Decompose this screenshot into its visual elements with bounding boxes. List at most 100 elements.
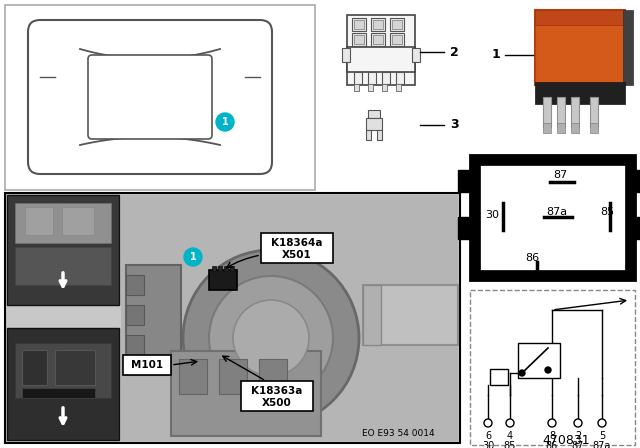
Bar [557,97,565,127]
Circle shape [209,276,333,400]
Text: X501: X501 [282,250,312,260]
Bar [224,266,228,271]
Bar [368,110,380,118]
Bar [366,118,382,130]
Circle shape [233,300,309,376]
Bar [390,33,404,46]
Text: 3: 3 [450,119,459,132]
Bar [22,350,47,385]
Bar [15,247,111,285]
Circle shape [548,419,556,427]
Bar [392,35,402,44]
Bar [259,359,287,394]
Bar [371,18,385,31]
Bar [470,290,635,445]
Bar [490,369,508,385]
Bar [354,20,364,29]
Bar [382,84,387,91]
Bar [121,195,458,441]
Bar [571,97,579,127]
Text: M101: M101 [131,360,163,370]
Bar [15,203,111,243]
Bar [347,15,415,85]
Text: 30: 30 [485,210,499,220]
FancyBboxPatch shape [28,20,272,174]
Text: 470831: 470831 [542,434,590,447]
Bar [352,33,366,46]
Circle shape [216,113,234,131]
Text: 30: 30 [482,441,494,448]
Bar [212,266,216,271]
Circle shape [484,419,492,427]
Text: 8: 8 [549,431,555,441]
Bar [458,170,471,192]
Text: 86: 86 [525,253,539,263]
Bar [368,84,373,91]
Text: 2: 2 [575,431,581,441]
Circle shape [545,367,551,373]
Text: K18363a: K18363a [252,386,303,396]
Bar [230,266,234,271]
Circle shape [574,419,582,427]
Bar [347,47,415,72]
Bar [209,270,237,290]
Bar [7,195,119,305]
Bar [5,5,315,190]
Bar [371,33,385,46]
Bar [342,48,350,62]
Circle shape [183,250,359,426]
Bar [7,328,119,440]
Bar [363,285,458,345]
Bar [557,123,565,133]
Bar [392,20,402,29]
Bar [635,170,640,192]
Circle shape [506,419,514,427]
Bar [5,193,460,443]
Circle shape [519,370,525,376]
Text: 87a: 87a [547,207,568,217]
Text: 87: 87 [553,170,567,180]
Bar [22,388,95,398]
Text: 1: 1 [189,252,196,262]
Bar [261,233,333,263]
Bar [377,130,382,140]
Bar [354,72,362,84]
Bar [126,265,181,375]
Bar [412,48,420,62]
Bar [15,343,111,398]
Text: 1: 1 [221,117,228,127]
Bar [543,123,551,133]
Bar [543,97,551,127]
Bar [535,10,625,25]
Text: 2: 2 [450,46,459,59]
Text: 4: 4 [507,431,513,441]
Bar [373,35,383,44]
Text: 85: 85 [600,207,614,217]
Text: 1: 1 [492,48,500,61]
Bar [219,359,247,394]
Bar [126,305,144,325]
Bar [62,207,94,235]
Circle shape [184,248,202,266]
Text: 85: 85 [504,441,516,448]
FancyBboxPatch shape [88,55,212,139]
Bar [171,351,321,436]
Bar [368,72,376,84]
Bar [354,84,359,91]
Bar [373,20,383,29]
Bar [218,266,222,271]
Text: EO E93 54 0014: EO E93 54 0014 [362,428,435,438]
Text: 5: 5 [599,431,605,441]
Text: 87: 87 [572,441,584,448]
Text: X500: X500 [262,398,292,408]
Text: K18364a: K18364a [271,238,323,248]
Bar [126,335,144,355]
Bar [366,130,371,140]
Bar [390,18,404,31]
Bar [354,35,364,44]
Bar [535,82,625,104]
Bar [352,18,366,31]
Bar [25,207,53,235]
Bar [241,381,313,411]
Text: 86: 86 [546,441,558,448]
